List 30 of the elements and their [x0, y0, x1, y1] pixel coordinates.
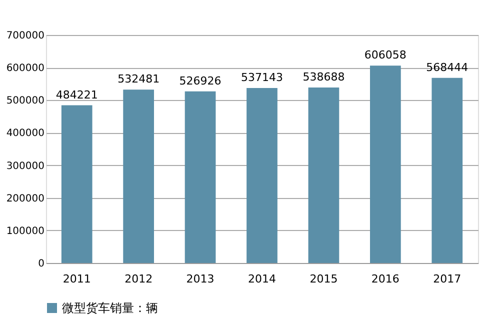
x-tick-label: 2016 — [371, 272, 400, 286]
x-tick-label: 2011 — [62, 272, 91, 286]
data-label: 606058 — [364, 48, 406, 62]
y-tick-label: 600000 — [6, 63, 44, 74]
x-tick-label: 2014 — [248, 272, 276, 286]
y-tick-label: 400000 — [6, 128, 44, 140]
data-label: 526926 — [179, 74, 222, 88]
bar — [308, 88, 340, 263]
bar — [246, 88, 278, 263]
data-label: 537143 — [241, 71, 283, 84]
data-label: 532481 — [118, 72, 160, 86]
legend-label: 微型货车销量：辆 — [62, 301, 158, 315]
y-tick-label: 700000 — [6, 30, 44, 42]
y-tick-label: 100000 — [6, 226, 44, 237]
bar — [432, 78, 463, 263]
x-tick-label: 2017 — [433, 272, 462, 286]
y-tick-label: 0 — [38, 258, 44, 270]
data-label: 568444 — [426, 60, 468, 74]
bar — [61, 105, 92, 263]
y-tick-label: 200000 — [6, 193, 44, 204]
y-tick-label: 300000 — [6, 160, 44, 172]
bar — [370, 66, 401, 263]
data-label: 538688 — [302, 70, 345, 84]
x-tick-label: 2013 — [186, 272, 214, 286]
x-tick-label: 2015 — [310, 272, 338, 286]
y-tick-label: 500000 — [6, 96, 44, 107]
x-tick-label: 2012 — [124, 272, 153, 286]
data-label: 484221 — [56, 88, 98, 102]
bar — [184, 91, 216, 263]
bar — [123, 90, 154, 263]
